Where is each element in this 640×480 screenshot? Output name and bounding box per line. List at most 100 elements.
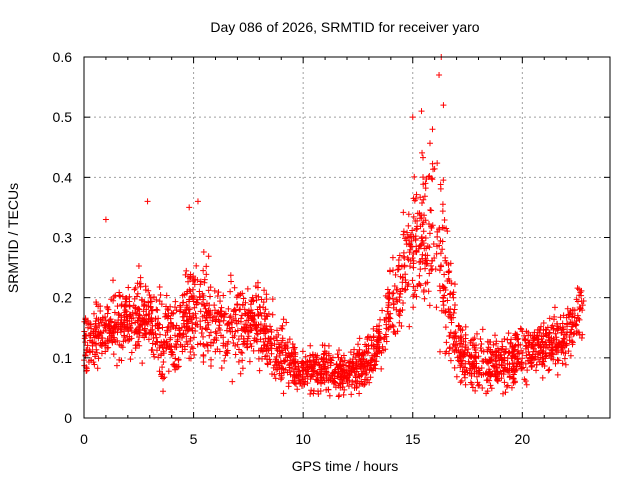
data-point [366,379,373,386]
data-point [310,354,317,361]
data-point [199,313,206,320]
data-point [459,357,466,364]
data-point [141,325,148,332]
data-point [151,353,158,360]
data-point [126,303,133,310]
data-point [360,368,367,375]
data-point [278,374,285,381]
data-point [355,341,362,348]
data-point [551,304,558,311]
data-point [421,245,428,252]
data-point [440,307,447,314]
data-point [261,287,268,294]
data-point [490,341,497,348]
data-point [512,330,519,337]
data-point [181,291,188,298]
data-point [340,391,347,398]
data-point [440,285,447,292]
data-point [451,281,458,288]
data-point [274,337,281,344]
data-point [128,315,135,322]
data-point [91,361,98,368]
data-point [563,314,570,321]
data-point [227,313,234,320]
data-point [171,344,178,351]
data-point [507,339,514,346]
data-point [168,320,175,327]
data-point [473,354,480,361]
data-point [172,298,179,305]
data-point [545,334,552,341]
data-point [528,363,535,370]
data-point [251,318,258,325]
data-point [512,331,519,338]
data-point [492,332,499,339]
data-point [293,381,300,388]
data-point [146,292,153,299]
data-point [441,216,448,223]
data-point [114,337,121,344]
data-point [429,222,436,229]
data-point [104,344,111,351]
data-point [95,320,102,327]
data-point [321,366,328,373]
data-point [308,387,315,394]
data-point [293,372,300,379]
data-point [493,376,500,383]
data-point [238,325,245,332]
data-point [405,256,412,263]
data-point [125,337,132,344]
data-point [469,342,476,349]
data-point [385,326,392,333]
data-point [142,331,149,338]
data-point [231,284,238,291]
data-point [422,217,429,224]
data-point [398,263,405,270]
data-point [212,328,219,335]
data-point [445,268,452,275]
data-point [287,371,294,378]
data-point [340,380,347,387]
data-point [382,346,389,353]
data-point [576,286,583,293]
data-point [326,392,333,399]
data-point [414,217,421,224]
data-point [118,312,125,319]
data-point [276,370,283,377]
data-point [538,347,545,354]
data-point [339,380,346,387]
data-point [567,319,574,326]
data-point [577,305,584,312]
data-point [185,278,192,285]
data-point [227,288,234,295]
data-point [533,361,540,368]
data-point [148,314,155,321]
data-point [102,327,109,334]
data-point [153,296,160,303]
data-point [340,374,347,381]
data-point [128,349,135,356]
data-point [188,344,195,351]
data-point [373,358,380,365]
data-point [194,296,201,303]
data-point [235,318,242,325]
data-point [523,352,530,359]
data-point [373,323,380,330]
data-point [168,342,175,349]
data-point [540,358,547,365]
data-point [257,336,264,343]
data-point [280,366,287,373]
data-point [123,295,130,302]
data-point [340,352,347,359]
data-point [362,358,369,365]
data-point [405,211,412,218]
data-point [440,294,447,301]
data-point [123,324,130,331]
data-point [325,342,332,349]
data-point [429,160,436,167]
data-point [197,308,204,315]
data-point [224,322,231,329]
data-point [389,254,396,261]
data-point [462,323,469,330]
data-point [433,250,440,257]
